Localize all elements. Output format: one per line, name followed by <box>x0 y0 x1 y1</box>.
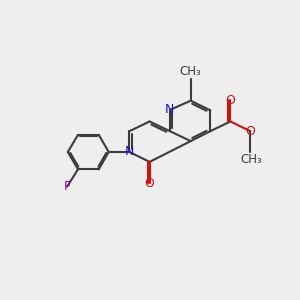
Text: F: F <box>64 180 71 193</box>
Text: O: O <box>145 177 154 190</box>
Text: N: N <box>125 146 134 158</box>
Text: CH₃: CH₃ <box>241 153 262 166</box>
Text: O: O <box>226 94 236 107</box>
Text: O: O <box>245 125 255 138</box>
Text: CH₃: CH₃ <box>180 65 202 78</box>
Text: N: N <box>165 103 175 116</box>
